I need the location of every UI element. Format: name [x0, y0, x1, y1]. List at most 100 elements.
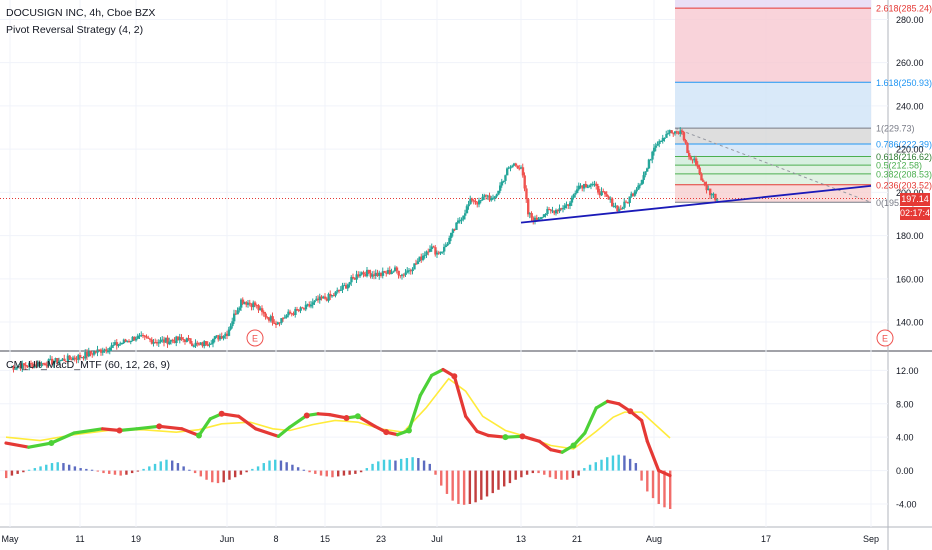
candle-body — [535, 217, 539, 220]
candle-body — [94, 351, 98, 353]
candle-body — [658, 141, 661, 145]
candle-body — [143, 335, 147, 337]
macd-histogram-bar — [565, 470, 569, 480]
macd-line-segment — [157, 424, 184, 431]
macd-histogram-bar — [657, 470, 660, 504]
macd-histogram-bar — [165, 459, 168, 471]
macd-histogram-bar — [371, 463, 374, 471]
candle-body — [56, 358, 59, 364]
price-axis-label: 240.00 — [896, 101, 924, 111]
macd-cross-dot — [48, 440, 55, 447]
macd-histogram-bar — [119, 470, 122, 476]
candle-body — [89, 351, 92, 354]
candle-body — [640, 180, 644, 185]
candle-body — [79, 355, 82, 358]
macd-histogram-bar — [39, 466, 42, 471]
candle-body — [322, 296, 325, 299]
macd-histogram-bar — [531, 470, 535, 474]
time-axis-label: Sep — [863, 534, 879, 544]
candle-body — [121, 343, 124, 345]
candle-body — [598, 192, 602, 196]
candle-body — [129, 341, 133, 343]
last-price-badge: 197.14 — [900, 193, 930, 206]
macd-histogram-bar — [388, 459, 391, 471]
candle-body — [364, 273, 367, 277]
candle-body — [481, 196, 484, 201]
fib-level-label: 1(229.73) — [876, 124, 915, 134]
candle-body — [122, 339, 126, 344]
candle-body — [271, 316, 274, 323]
candle-body — [371, 274, 374, 277]
candle-body — [38, 362, 42, 367]
candle-body — [126, 340, 129, 342]
candle-body — [528, 213, 532, 215]
candle-body — [301, 307, 304, 309]
candle-body — [320, 296, 323, 299]
candle-body — [114, 342, 117, 345]
candle-body — [618, 208, 621, 212]
candle-body — [373, 274, 376, 276]
candle-body — [350, 277, 353, 283]
macd-histogram-bar — [108, 470, 111, 474]
candle-body — [388, 270, 392, 275]
candle-body — [317, 298, 320, 301]
macd-histogram-bar — [394, 460, 397, 471]
candle-body — [73, 357, 77, 359]
candle-body — [103, 349, 106, 352]
time-axis-label: 19 — [131, 534, 141, 544]
candle-body — [425, 251, 428, 255]
candle-body — [245, 302, 248, 305]
macd-histogram-bar — [193, 470, 197, 474]
candle-body — [488, 195, 491, 201]
macd-histogram-bar — [663, 470, 666, 508]
candle-body — [178, 337, 182, 341]
candle-body — [593, 183, 596, 185]
candle-body — [157, 342, 161, 344]
macd-histogram-bar — [405, 458, 409, 471]
macd-histogram-bar — [319, 470, 323, 476]
candle-body — [308, 304, 311, 307]
candle-body — [621, 207, 624, 209]
macd-histogram-bar — [85, 468, 88, 471]
candle-body — [395, 267, 399, 271]
fib-zone-fill — [675, 184, 871, 203]
candle-body — [579, 185, 582, 187]
candle-body — [359, 274, 362, 277]
macd-histogram-bar — [102, 470, 105, 474]
macd-histogram-bar — [617, 454, 620, 471]
candle-body — [222, 336, 225, 339]
macd-histogram-bar — [428, 463, 431, 471]
candle-body — [614, 205, 617, 207]
candle-body — [10, 366, 14, 368]
candle-body — [486, 195, 490, 197]
macd-histogram-bar — [67, 464, 71, 471]
candle-body — [77, 355, 80, 360]
macd-line-segment — [418, 373, 434, 398]
candle-body — [299, 307, 302, 311]
candle-body — [84, 352, 87, 359]
candle-body — [100, 349, 103, 353]
macd-histogram-bar — [314, 470, 317, 474]
candle-body — [675, 131, 679, 133]
candle-body — [61, 358, 64, 360]
candle-body — [453, 229, 456, 231]
candle-body — [49, 358, 52, 360]
candle-body — [712, 193, 715, 195]
candle-body — [369, 273, 372, 277]
candle-body — [623, 201, 626, 208]
candle-body — [40, 363, 43, 367]
candle-body — [422, 255, 425, 260]
macd-histogram-bar — [457, 470, 460, 504]
time-axis-label: 11 — [75, 534, 84, 544]
candle-body — [353, 277, 357, 280]
candle-body — [586, 187, 589, 189]
macd-line-segment — [475, 429, 490, 438]
candle-body — [362, 272, 365, 274]
candle-body — [651, 151, 654, 160]
time-axis-label: Aug — [646, 534, 662, 544]
macd-cross-dot — [354, 413, 361, 420]
candle-body — [360, 272, 364, 275]
macd-histogram-bar — [291, 464, 294, 471]
candle-body — [201, 342, 204, 347]
